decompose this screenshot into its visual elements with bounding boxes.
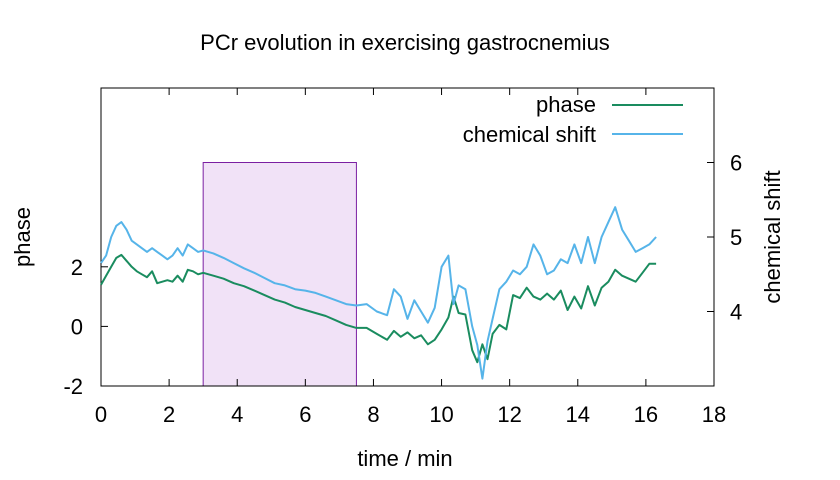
y-left-tick-label: 0 <box>71 314 83 339</box>
legend-label-phase: phase <box>536 92 596 117</box>
y-right-tick-label: 6 <box>730 151 742 176</box>
x-axis-label: time / min <box>357 446 452 471</box>
series-line-chemical-shift <box>100 206 657 380</box>
y-left-tick-label: -2 <box>63 374 83 399</box>
y-right-tick-label: 5 <box>730 225 742 250</box>
series-line-phase <box>100 253 657 364</box>
highlight-region <box>202 162 357 387</box>
chart-title: PCr evolution in exercising gastrocnemiu… <box>200 30 610 55</box>
x-tick-label: 18 <box>702 402 726 427</box>
plot-frame <box>100 87 715 387</box>
x-tick-label: 14 <box>566 402 590 427</box>
x-tick-label: 0 <box>95 402 107 427</box>
x-tick-label: 16 <box>634 402 658 427</box>
y-right-tick-label: 4 <box>730 300 742 325</box>
y-axis-label-left: phase <box>10 207 35 267</box>
x-tick-label: 6 <box>299 402 311 427</box>
x-tick-label: 2 <box>163 402 175 427</box>
x-tick-label: 12 <box>497 402 521 427</box>
y-left-tick-label: 2 <box>71 255 83 280</box>
y-axis-label-right: chemical shift <box>760 170 785 303</box>
legend-label-chemical-shift: chemical shift <box>463 122 596 147</box>
x-tick-label: 8 <box>367 402 379 427</box>
x-tick-label: 4 <box>231 402 243 427</box>
legend: phase chemical shift <box>463 92 683 147</box>
x-tick-label: 10 <box>429 402 453 427</box>
